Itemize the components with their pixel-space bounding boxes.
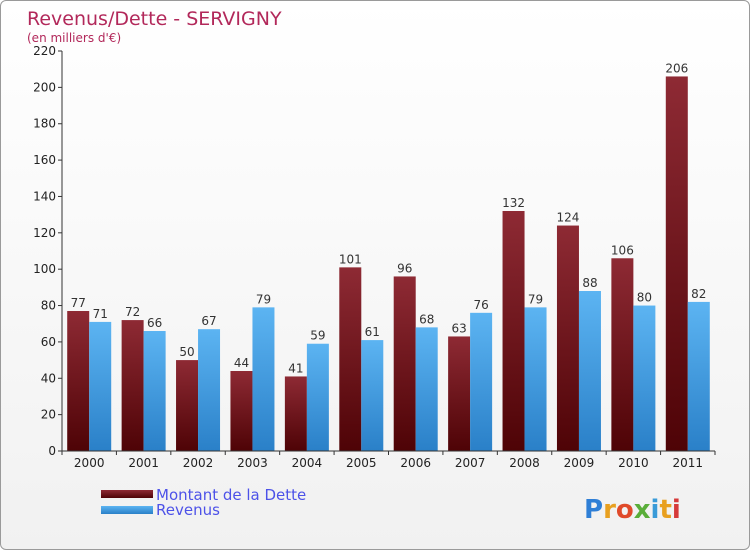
value-label-revenus: 76 [473,298,488,312]
logo-letter: t [659,495,671,525]
y-tick-label: 220 [33,44,56,58]
x-tick-label: 2008 [509,456,540,470]
y-tick-label: 0 [48,444,56,458]
value-label-dette: 72 [125,305,140,319]
value-label-revenus: 71 [93,307,108,321]
bar-revenus [633,305,656,451]
legend-swatch-revenus [101,506,153,514]
bar-revenus [687,301,710,451]
y-tick-label: 80 [41,299,56,313]
value-label-revenus: 66 [147,316,162,330]
bar-dette [176,360,199,451]
bar-revenus [306,343,329,451]
bar-dette [284,376,307,451]
bar-revenus [252,307,275,451]
y-tick-label: 60 [41,335,56,349]
logo-letter: r [603,495,616,525]
value-label-revenus: 80 [637,291,652,305]
bar-dette [611,258,634,451]
proxiti-logo: Proxiti [584,495,681,525]
legend-swatch-dette [101,490,153,498]
x-tick-label: 2000 [74,456,105,470]
value-label-revenus: 61 [365,325,380,339]
x-tick-label: 2010 [618,456,649,470]
bar-dette [448,336,471,451]
bar-revenus [89,321,112,451]
bar-dette [339,267,362,451]
x-tick-label: 2002 [183,456,214,470]
value-label-dette: 206 [665,61,688,75]
logo-text: Proxiti [584,495,681,525]
x-tick-label: 2003 [237,456,268,470]
legend-label-dette: Montant de la Dette [156,486,306,504]
value-label-dette: 41 [288,361,303,375]
x-tick-label: 2009 [564,456,595,470]
value-label-revenus: 67 [201,314,216,328]
logo-letter: i [651,495,660,525]
x-tick-label: 2007 [455,456,486,470]
x-tick-label: 2001 [128,456,159,470]
legend: Montant de la Dette Revenus [101,486,306,519]
bar-revenus [470,312,493,451]
value-label-dette: 101 [339,252,362,266]
bar-dette [665,76,688,452]
value-label-dette: 132 [502,196,525,210]
value-label-revenus: 79 [528,292,543,306]
bar-dette [393,276,416,451]
chart-title: Revenus/Dette - SERVIGNY [27,8,282,30]
logo-letter: o [616,495,634,525]
bar-revenus [415,327,438,451]
x-tick-label: 2011 [673,456,704,470]
bar-dette [121,320,144,451]
bar-revenus [578,291,601,451]
value-label-dette: 124 [557,211,580,225]
y-tick-label: 180 [33,117,56,131]
y-tick-label: 40 [41,371,56,385]
bar-revenus [198,329,221,451]
value-label-revenus: 59 [310,329,325,343]
bar-revenus [524,307,547,451]
value-label-dette: 77 [71,296,86,310]
value-label-dette: 96 [397,261,412,275]
bar-dette [67,311,90,451]
value-label-revenus: 82 [691,287,706,301]
x-tick-label: 2005 [346,456,377,470]
y-tick-label: 120 [33,226,56,240]
legend-label-revenus: Revenus [156,501,220,519]
value-label-revenus: 68 [419,312,434,326]
y-tick-label: 140 [33,189,56,203]
value-label-revenus: 88 [582,276,597,290]
bar-revenus [143,331,166,451]
chart-subtitle: (en milliers d'€) [27,31,121,45]
y-tick-label: 100 [33,262,56,276]
value-label-dette: 63 [451,321,466,335]
value-label-dette: 50 [179,345,194,359]
bars: 77 71 72 66 50 67 44 79 41 59 101 61 96 68 63 76 132 79 12… [67,61,710,452]
bar-dette [556,225,579,451]
y-tick-label: 160 [33,153,56,167]
bar-dette [230,371,253,451]
x-tick-label: 2004 [292,456,323,470]
y-tick-label: 20 [41,408,56,422]
logo-letter: i [672,495,681,525]
x-axis: 2000 2001 2002 2003 2004 2005 2006 2007 2008 2009… [61,450,716,470]
y-axis: 0 20 40 60 80 100 120 140 160 180 200 220 [33,44,63,458]
value-label-dette: 106 [611,243,634,257]
value-label-revenus: 79 [256,292,271,306]
value-label-dette: 44 [234,356,249,370]
y-tick-label: 200 [33,80,56,94]
logo-letter: P [584,495,603,525]
bar-revenus [361,340,384,451]
bar-dette [502,211,525,451]
x-tick-label: 2006 [400,456,431,470]
logo-letter: x [634,495,651,525]
